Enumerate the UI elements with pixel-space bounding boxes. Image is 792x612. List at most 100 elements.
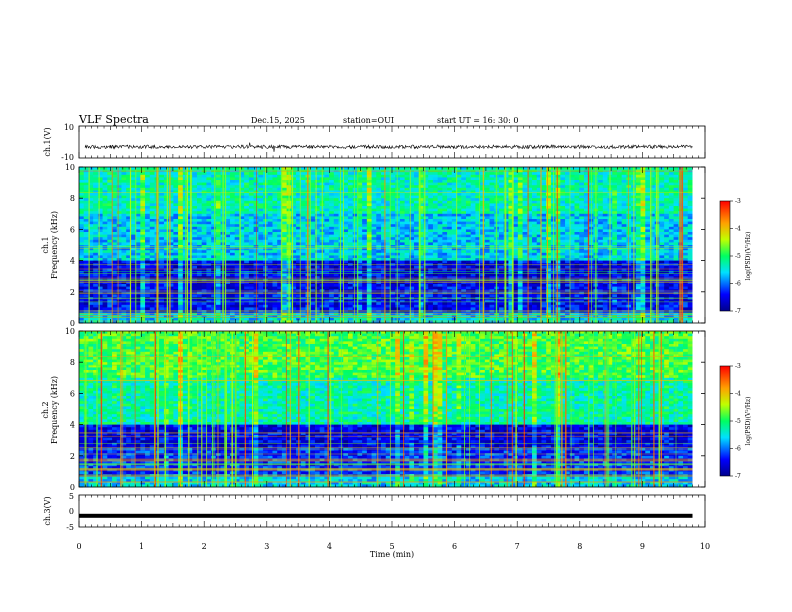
spectrogram-cell xyxy=(116,234,122,238)
spectrogram-cell xyxy=(366,190,372,194)
spectrogram-cell xyxy=(347,317,354,321)
spectrogram-cell xyxy=(329,317,335,321)
spectrogram-cell xyxy=(314,312,321,316)
spectrogram-cell xyxy=(201,234,207,238)
spectrogram-cell xyxy=(277,239,283,243)
spectrogram-cell xyxy=(314,289,321,293)
spectrogram-cell xyxy=(451,265,457,269)
spectrogram-cell xyxy=(461,273,467,277)
spectrogram-cell xyxy=(102,276,108,280)
spectrogram-cell xyxy=(357,234,363,238)
spectrogram-cell xyxy=(97,187,103,191)
spectrogram-cell xyxy=(371,213,377,217)
spectrogram-cell xyxy=(159,232,165,235)
spectrogram-cell xyxy=(196,203,203,207)
spectrogram-cell xyxy=(248,276,255,280)
spectrogram-cell xyxy=(385,304,391,308)
spectrogram-cell xyxy=(310,185,316,189)
spectrogram-cell xyxy=(347,310,354,313)
spectrogram-cell xyxy=(253,195,259,199)
spectrogram-cell xyxy=(83,265,89,269)
spectrogram-cell xyxy=(267,299,273,303)
spectrogram-cell xyxy=(112,239,118,243)
spectrogram-cell xyxy=(347,281,354,285)
spectrogram-cell xyxy=(230,281,236,285)
spectrogram-cell xyxy=(116,208,122,212)
spectrogram-cell xyxy=(385,229,391,233)
spectrogram-cell xyxy=(338,232,344,235)
spectrogram-cell xyxy=(79,307,85,311)
spectrogram-cell xyxy=(456,237,462,241)
spectrogram-cell xyxy=(112,286,118,290)
spectrogram-cell xyxy=(168,302,174,306)
spectrogram-cell xyxy=(277,200,283,204)
spectrogram-cell xyxy=(362,213,368,217)
spectrogram-cell xyxy=(371,219,377,222)
spectrogram-cell xyxy=(381,237,387,241)
spectrogram-cell xyxy=(310,307,316,311)
spectrogram-cell xyxy=(168,242,174,246)
spectrogram-cell xyxy=(88,294,94,298)
spectrogram-cell xyxy=(428,185,434,189)
spectrogram-cell xyxy=(206,242,212,246)
spectrogram-cell xyxy=(456,180,462,183)
spectrogram-cell xyxy=(461,252,467,256)
spectrogram-cell xyxy=(399,312,406,316)
spectrogram-cell xyxy=(300,200,306,204)
spectrogram-cell xyxy=(173,229,179,233)
spectrogram-cell xyxy=(296,299,302,303)
spectrogram-cell xyxy=(390,307,396,311)
spectrogram-cell xyxy=(88,307,94,311)
spectrogram-cell xyxy=(168,193,174,196)
spectrogram-cell xyxy=(112,260,118,264)
spectrogram-cell xyxy=(324,187,330,191)
spectrogram-cell xyxy=(196,239,203,243)
spectrogram-cell xyxy=(239,289,245,293)
spectrogram-cell xyxy=(381,190,387,194)
spectrogram-cell xyxy=(244,187,250,191)
spectrogram-cell xyxy=(333,258,339,261)
spectrogram-cell xyxy=(253,224,259,228)
spectrogram-cell xyxy=(451,185,457,189)
spectrogram-cell xyxy=(159,239,165,243)
spectrogram-cell xyxy=(437,237,443,241)
spectrogram-cell xyxy=(409,221,415,225)
spectrogram-cell xyxy=(93,219,99,222)
spectrogram-cell xyxy=(211,219,217,222)
spectrogram-cell xyxy=(314,219,321,222)
spectrogram-cell xyxy=(253,310,259,313)
spectrogram-cell xyxy=(281,167,288,170)
spectrogram-cell xyxy=(230,273,236,277)
spectrogram-cell xyxy=(112,213,118,217)
spectrogram-cell xyxy=(376,289,382,293)
spectrogram-cell xyxy=(248,310,255,313)
spectrogram-cell xyxy=(116,294,122,298)
spectrogram-cell xyxy=(130,260,137,264)
spectrogram-cell xyxy=(437,271,443,274)
spectrogram-cell xyxy=(333,190,339,194)
spectrogram-cell xyxy=(395,185,401,189)
spectrogram-cell xyxy=(381,247,387,251)
spectrogram-cell xyxy=(97,174,103,178)
spectrogram-cell xyxy=(145,271,151,274)
spectrogram-cell xyxy=(112,271,118,274)
spectrogram-cell xyxy=(409,250,415,254)
spectrogram-cell xyxy=(385,286,391,290)
spectrogram-cell xyxy=(83,317,89,321)
spectrogram-cell xyxy=(395,258,401,261)
spectrogram-cell xyxy=(135,213,141,217)
spectrogram-cell xyxy=(395,226,401,230)
spectrogram-cell xyxy=(239,200,245,204)
spectrogram-cell xyxy=(83,284,89,287)
spectrogram-cell xyxy=(244,213,250,217)
spectrogram-cell xyxy=(116,242,122,246)
spectrogram-cell xyxy=(357,276,363,280)
spectrogram-cell xyxy=(145,206,151,209)
spectrogram-cell xyxy=(362,250,368,254)
spectrogram-cell xyxy=(225,250,231,254)
spectrogram-cell xyxy=(357,182,363,186)
spectrogram-cell xyxy=(215,273,221,277)
spectrogram-cell xyxy=(362,265,368,269)
spectrogram-cell xyxy=(399,258,406,261)
spectrogram-cell xyxy=(357,174,363,178)
